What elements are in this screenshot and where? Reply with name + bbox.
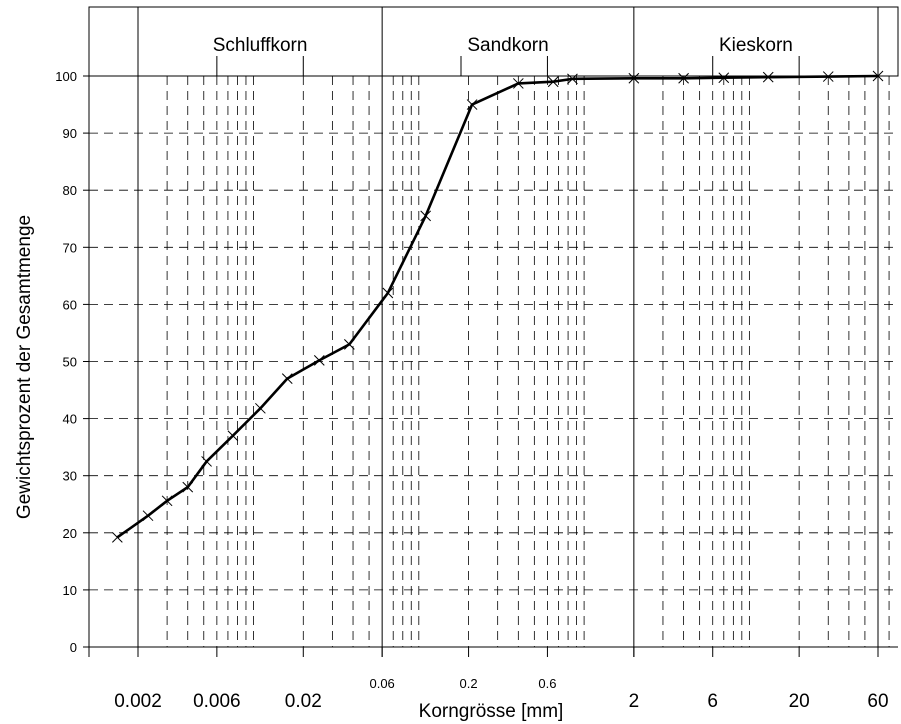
y-tick-label: 80 [63, 183, 77, 198]
y-tick-label: 90 [63, 126, 77, 141]
grain-class-label: Sandkorn [467, 35, 548, 56]
y-tick-label: 60 [63, 297, 77, 312]
y-axis-title: Gewichtsprozent der Gesamtmenge [14, 215, 35, 519]
y-tick-label: 20 [63, 526, 77, 541]
axes [83, 76, 898, 657]
data-point [822, 71, 834, 82]
data-point [718, 72, 730, 84]
series-layer [116, 74, 879, 539]
y-tick-label: 40 [63, 412, 77, 427]
y-tick-label: 10 [63, 583, 77, 598]
data-point [512, 78, 524, 89]
data-point [628, 72, 640, 84]
x-tick-label: 20 [789, 691, 810, 712]
data-point [466, 99, 478, 110]
grain-class-header-frame [88, 6, 899, 77]
grain-class-label: Kieskorn [719, 35, 793, 56]
data-point [420, 210, 432, 222]
grid [89, 7, 898, 657]
x-axis-ticks: 0.002 0.006 0.02 0.06 0.2 0.6 2 6 20 60 [114, 647, 889, 712]
y-tick-label: 0 [70, 640, 77, 655]
marker-layer [111, 70, 884, 543]
x-tick-label: 0.002 [114, 691, 162, 712]
x-tick-label: 0.06 [369, 676, 394, 691]
data-point [142, 510, 154, 522]
x-tick-label: 0.6 [538, 676, 556, 691]
x-tick-label: 6 [707, 691, 718, 712]
y-tick-label: 30 [63, 469, 77, 484]
y-tick-label: 50 [63, 355, 77, 370]
x-tick-label: 60 [867, 691, 888, 712]
data-point [201, 456, 212, 467]
data-point [762, 71, 774, 83]
data-point [872, 70, 884, 82]
data-point [344, 339, 355, 350]
x-axis-title: Korngrösse [mm] [419, 701, 564, 722]
data-point [161, 495, 173, 507]
data-point [227, 430, 239, 442]
data-point [313, 355, 325, 366]
y-tick-label: 70 [63, 240, 77, 255]
y-tick-label: 100 [55, 69, 77, 84]
data-point [255, 402, 266, 414]
y-axis-ticks: 0 10 20 30 40 50 60 70 80 90 100 [55, 69, 89, 655]
data-point [678, 72, 689, 84]
data-point [567, 73, 578, 85]
x-tick-label: 0.02 [285, 691, 322, 712]
data-point [547, 76, 559, 88]
x-tick-label: 2 [629, 691, 640, 712]
data-point [182, 481, 194, 493]
grain-class-header: Schluffkorn Sandkorn Kieskorn [88, 6, 899, 77]
grain-class-label: Schluffkorn [213, 35, 308, 56]
data-series-line [116, 74, 879, 539]
x-tick-label: 0.006 [193, 691, 241, 712]
data-point [382, 287, 394, 299]
data-point [281, 373, 293, 384]
x-tick-label: 0.2 [460, 676, 478, 691]
data-point [111, 532, 123, 543]
